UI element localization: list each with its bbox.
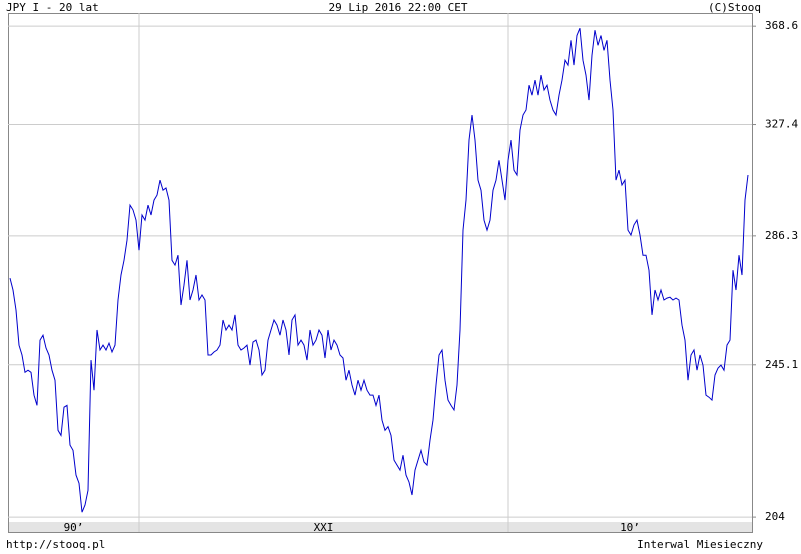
y-tick-label: 286.3 [765,229,798,242]
header-title: JPY_I - 20 lat [6,1,99,14]
header-copyright: (C)Stooq [708,1,761,14]
x-period-label: 90’ [64,521,84,534]
x-period-label: XXI [314,521,334,534]
period-band [8,522,752,532]
footer-interval: Interwal Miesieczny [637,538,763,551]
y-tick-label: 368.6 [765,19,798,32]
y-tick-label: 204 [765,510,785,523]
y-tick-label: 327.4 [765,118,798,131]
y-tick-label: 245.1 [765,358,798,371]
price-line [9,28,749,513]
footer-url: http://stooq.pl [6,538,105,551]
plot-frame [8,13,753,533]
x-period-label: 10’ [620,521,640,534]
header-date: 29 Lip 2016 22:00 CET [328,1,467,14]
